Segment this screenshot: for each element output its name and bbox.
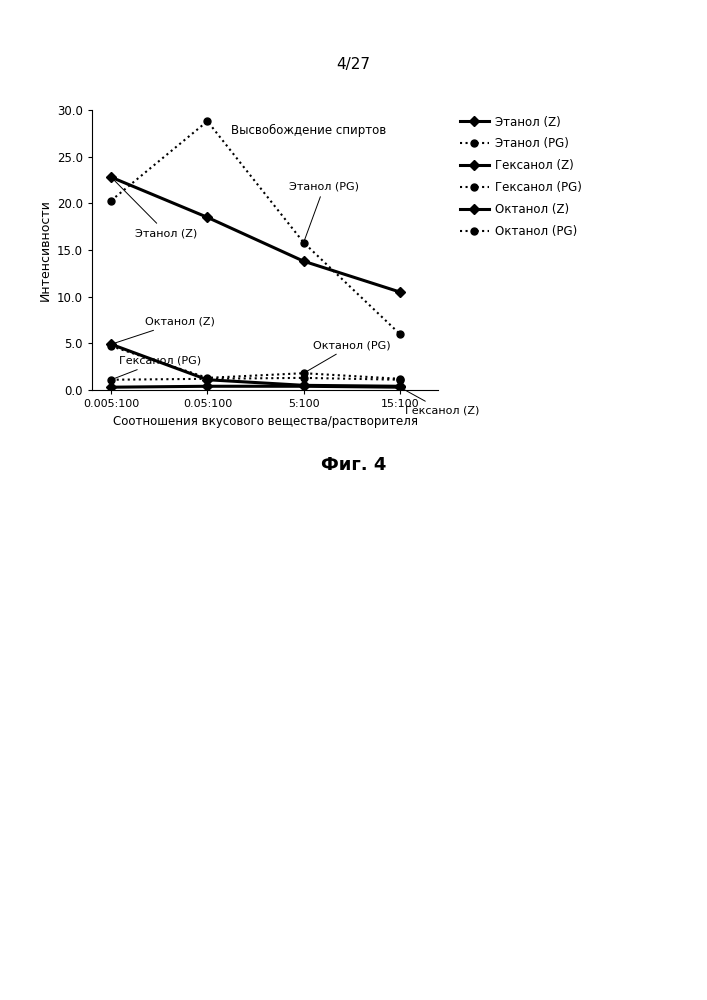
- Text: Высвобождение спиртов: Высвобождение спиртов: [231, 124, 387, 137]
- Legend: Этанол (Z), Этанол (PG), Гексанол (Z), Гексанол (PG), Октанол (Z), Октанол (PG): Этанол (Z), Этанол (PG), Гексанол (Z), Г…: [455, 111, 587, 243]
- Text: Фиг. 4: Фиг. 4: [321, 456, 386, 474]
- Text: Октанол (PG): Октанол (PG): [306, 340, 391, 372]
- X-axis label: Соотношения вкусового вещества/растворителя: Соотношения вкусового вещества/растворит…: [112, 415, 418, 428]
- Text: Этанол (Z): Этанол (Z): [113, 179, 197, 238]
- Text: Гексанол (Z): Гексанол (Z): [402, 389, 479, 415]
- Text: Этанол (PG): Этанол (PG): [289, 181, 359, 240]
- Text: 4/27: 4/27: [337, 57, 370, 73]
- Y-axis label: Интенсивности: Интенсивности: [38, 199, 52, 301]
- Text: Октанол (Z): Октанол (Z): [114, 317, 215, 343]
- Text: Гексанол (PG): Гексанол (PG): [114, 356, 201, 379]
